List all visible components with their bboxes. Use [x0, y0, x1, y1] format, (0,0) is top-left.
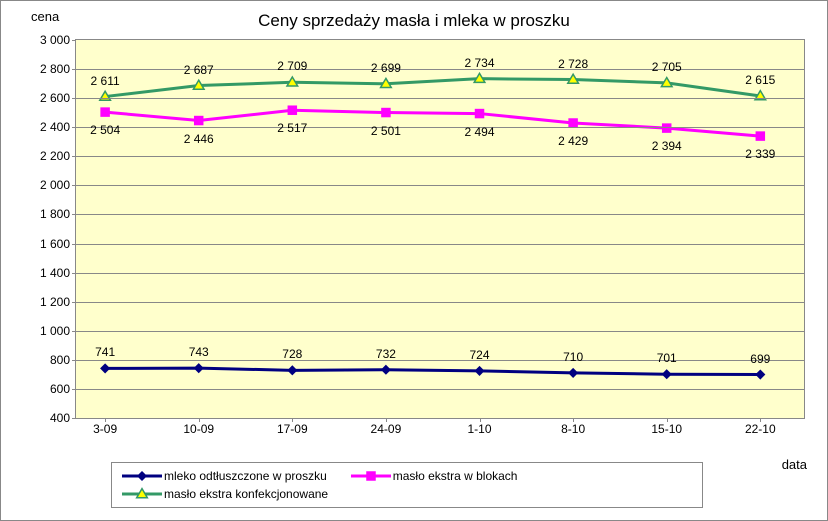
data-label: 2 494 — [465, 125, 495, 139]
data-marker — [663, 370, 671, 378]
data-label: 2 517 — [277, 121, 307, 135]
data-marker — [195, 117, 203, 125]
legend-item: mleko odtłuszczone w proszku — [122, 469, 327, 483]
data-marker — [476, 110, 484, 118]
data-label: 2 504 — [90, 123, 120, 137]
data-marker — [569, 369, 577, 377]
x-tick-label: 1-10 — [468, 418, 492, 436]
y-tick-label: 600 — [50, 382, 76, 396]
legend-label: mleko odtłuszczone w proszku — [164, 469, 327, 483]
gridline — [76, 127, 804, 128]
data-label: 2 501 — [371, 124, 401, 138]
data-label: 2 699 — [371, 61, 401, 75]
data-marker — [756, 371, 764, 379]
y-tick-label: 2 200 — [40, 149, 76, 163]
series-line — [105, 368, 760, 374]
gridline — [76, 156, 804, 157]
legend-item: masło ekstra w blokach — [351, 469, 518, 483]
y-tick-label: 400 — [50, 411, 76, 425]
data-marker — [288, 366, 296, 374]
data-label: 724 — [470, 348, 490, 362]
gridline — [76, 214, 804, 215]
data-label: 2 615 — [745, 73, 775, 87]
data-label: 2 709 — [277, 59, 307, 73]
gridline — [76, 185, 804, 186]
x-tick-label: 17-09 — [277, 418, 308, 436]
y-tick-label: 1 600 — [40, 237, 76, 251]
y-tick-label: 1 800 — [40, 207, 76, 221]
gridline — [76, 331, 804, 332]
chart-title: Ceny sprzedaży masła i mleka w proszku — [258, 11, 570, 31]
gridline — [76, 302, 804, 303]
data-marker — [476, 367, 484, 375]
y-axis-label: cena — [31, 9, 59, 24]
gridline — [76, 98, 804, 99]
y-tick-label: 2 400 — [40, 120, 76, 134]
data-label: 2 728 — [558, 57, 588, 71]
data-marker — [382, 366, 390, 374]
x-tick-label: 8-10 — [561, 418, 585, 436]
y-tick-label: 2 000 — [40, 178, 76, 192]
y-tick-label: 800 — [50, 353, 76, 367]
data-label: 699 — [750, 352, 770, 366]
data-marker — [101, 108, 109, 116]
legend-item: masło ekstra konfekcjonowane — [122, 487, 328, 501]
x-axis-label: data — [782, 457, 807, 472]
data-label: 710 — [563, 350, 583, 364]
chart-container: cena Ceny sprzedaży masła i mleka w pros… — [0, 0, 828, 521]
legend: mleko odtłuszczone w proszku masło ekstra… — [111, 462, 703, 508]
data-marker — [382, 109, 390, 117]
x-tick-label: 10-09 — [183, 418, 214, 436]
y-tick-label: 1 000 — [40, 324, 76, 338]
data-marker — [195, 364, 203, 372]
y-tick-label: 1 400 — [40, 266, 76, 280]
x-tick-label: 15-10 — [651, 418, 682, 436]
data-label: 728 — [282, 347, 302, 361]
data-label: 2 429 — [558, 134, 588, 148]
chart-lines — [76, 40, 804, 418]
x-tick-label: 3-09 — [93, 418, 117, 436]
gridline — [76, 273, 804, 274]
data-label: 2 734 — [465, 56, 495, 70]
gridline — [76, 244, 804, 245]
data-label: 2 611 — [91, 74, 120, 88]
data-label: 2 394 — [652, 139, 682, 153]
x-tick-label: 24-09 — [371, 418, 402, 436]
data-label: 2 687 — [184, 63, 214, 77]
gridline — [76, 360, 804, 361]
y-tick-label: 2 800 — [40, 62, 76, 76]
data-label: 2 339 — [745, 147, 775, 161]
data-label: 2 446 — [184, 132, 214, 146]
legend-label: masło ekstra w blokach — [393, 469, 518, 483]
data-label: 743 — [189, 345, 209, 359]
data-marker — [101, 364, 109, 372]
gridline — [76, 389, 804, 390]
y-tick-label: 3 000 — [40, 33, 76, 47]
x-tick-label: 22-10 — [745, 418, 776, 436]
data-label: 741 — [95, 345, 115, 359]
legend-label: masło ekstra konfekcjonowane — [164, 487, 328, 501]
data-label: 732 — [376, 347, 396, 361]
data-marker — [756, 132, 764, 140]
plot-area: 4006008001 0001 2001 4001 6001 8002 0002… — [75, 39, 805, 419]
data-label: 701 — [657, 351, 677, 365]
data-marker — [569, 119, 577, 127]
data-label: 2 705 — [652, 60, 682, 74]
data-marker — [288, 106, 296, 114]
y-tick-label: 1 200 — [40, 295, 76, 309]
y-tick-label: 2 600 — [40, 91, 76, 105]
